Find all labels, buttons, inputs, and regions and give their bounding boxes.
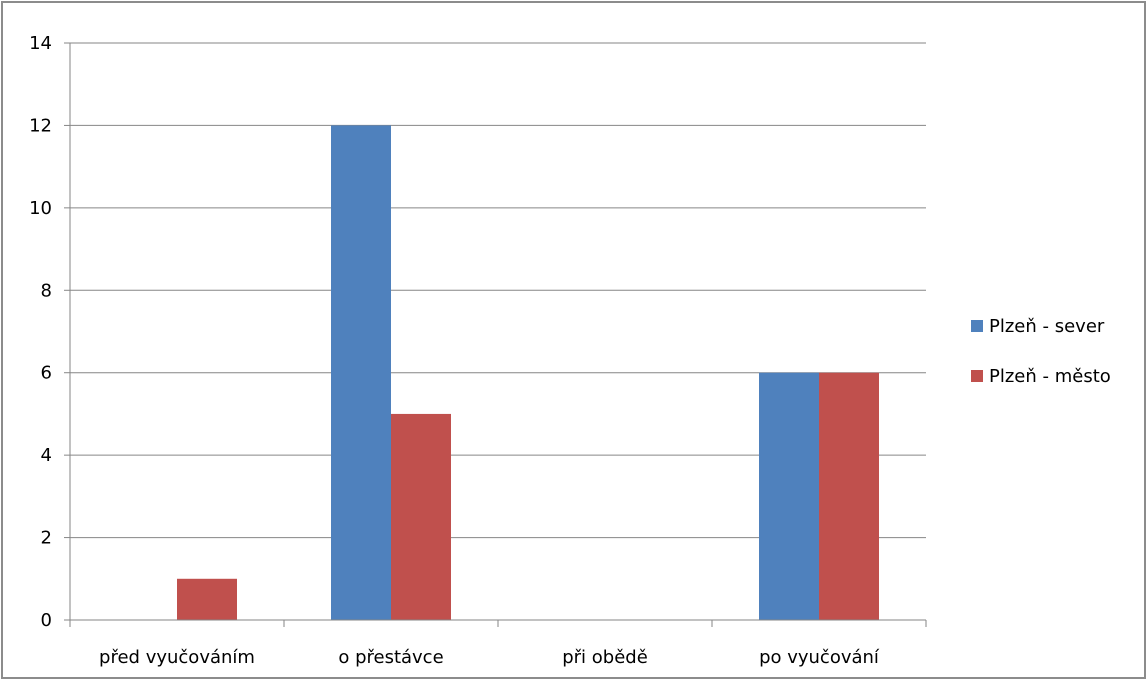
x-tick-label: při obědě [562, 647, 648, 668]
x-tick-label: o přestávce [338, 647, 443, 668]
y-tick-label: 10 [29, 198, 52, 219]
y-tick-label: 2 [41, 528, 52, 549]
bar-mesto-3 [819, 372, 879, 620]
legend-label-0: Plzeň - sever [989, 316, 1105, 337]
y-tick-label: 4 [41, 445, 52, 466]
legend-swatch-1 [971, 370, 983, 382]
bar-mesto-0 [177, 578, 237, 620]
y-tick-label: 6 [41, 363, 52, 384]
bar-sever-3 [759, 372, 819, 620]
y-tick-label: 0 [41, 610, 52, 631]
legend-label-1: Plzeň - město [989, 366, 1111, 387]
bar-sever-1 [331, 125, 391, 620]
legend-swatch-0 [971, 320, 983, 332]
bars [177, 125, 879, 620]
y-tick-labels: 0 2 4 6 8 10 12 14 [29, 33, 52, 631]
x-tick-labels: před vyučováním o přestávce při obědě po vy… [69, 620, 927, 668]
gridlines [64, 42, 926, 621]
bar-mesto-1 [391, 413, 451, 620]
legend: Plzeň - sever Plzeň - město [971, 316, 1111, 387]
y-tick-label: 12 [29, 115, 52, 136]
x-tick-label: po vyučování [759, 647, 880, 668]
y-tick-label: 8 [41, 280, 52, 301]
y-tick-label: 14 [29, 33, 52, 54]
x-tick-label: před vyučováním [99, 647, 255, 668]
